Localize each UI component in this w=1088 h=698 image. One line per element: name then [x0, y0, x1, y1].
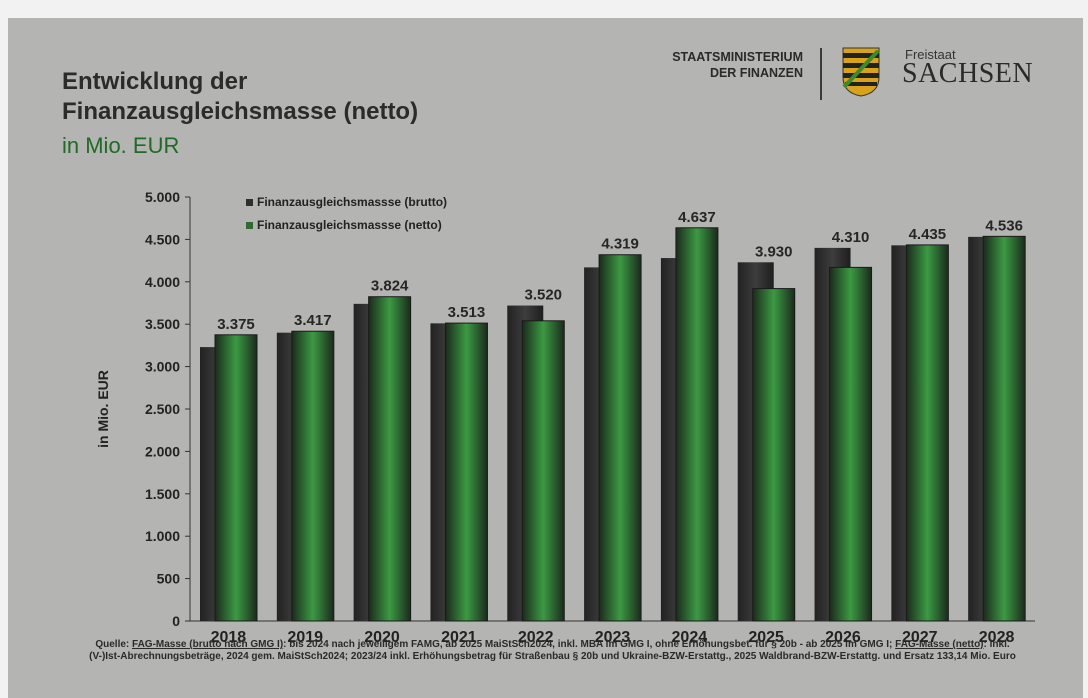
y-tick-label: 5.000 — [145, 189, 180, 205]
chart-subtitle: in Mio. EUR — [62, 133, 180, 158]
legend-swatch — [246, 222, 253, 229]
x-tick-label: 2021 — [441, 629, 477, 646]
x-tick-label: 2024 — [672, 629, 708, 646]
x-tick-label: 2018 — [211, 629, 247, 646]
data-label: 3.513 — [448, 304, 486, 321]
legend: Finanzausgleichsmassse (brutto) Finanzaus… — [246, 195, 447, 232]
data-label: 3.375 — [217, 316, 255, 333]
y-tick-label: 2.500 — [145, 401, 180, 417]
y-tick-label: 3.000 — [145, 359, 180, 375]
y-tick-label: 1.000 — [145, 528, 180, 544]
data-label: 3.417 — [294, 312, 332, 329]
x-tick-label: 2027 — [902, 629, 938, 646]
ministry-name: STAATSMINISTERIUM DER FINANZEN — [570, 49, 803, 81]
data-label: 3.824 — [371, 278, 409, 295]
source-text1: : bis 2024 nach jeweiligem FAMG, ab 2025… — [283, 639, 896, 650]
data-label: 4.637 — [678, 209, 716, 226]
x-tick-label: 2023 — [595, 629, 631, 646]
bar-netto — [982, 235, 1026, 622]
x-tick-label: 2026 — [825, 629, 861, 646]
bar-netto — [368, 296, 412, 622]
data-label: 4.536 — [985, 217, 1023, 234]
bar-netto — [444, 322, 488, 622]
axes: 0 500 1.000 1.500 2.000 2.500 3.000 3.500 4.000 4… — [95, 189, 1035, 646]
legend-label: Finanzausgleichsmassse (brutto) — [257, 195, 447, 209]
x-tick-label: 2025 — [748, 629, 784, 646]
y-tick-label: 4.500 — [145, 231, 180, 247]
ministry-line1: STAATSMINISTERIUM — [672, 50, 803, 64]
x-tick-label: 2020 — [364, 629, 400, 646]
bar-netto — [752, 288, 796, 622]
y-tick-label: 4.000 — [145, 274, 180, 290]
brand-line2: SACHSEN — [902, 58, 1034, 89]
y-tick-label: 0 — [172, 613, 180, 629]
bar-netto — [675, 227, 719, 622]
data-label: 3.930 — [755, 243, 793, 260]
data-label: 3.520 — [524, 287, 562, 304]
x-tick-label: 2022 — [518, 629, 554, 646]
bar-netto — [598, 254, 642, 622]
source-text2: : inkl. (V-)Ist-Abrechnungsbeträge, 2024… — [89, 639, 1016, 662]
source-note: Quelle: FAG-Masse (brutto nach GMG I): b… — [80, 639, 1025, 662]
legend-swatch — [246, 199, 253, 206]
data-label: 4.319 — [601, 236, 639, 253]
y-axis-title: in Mio. EUR — [95, 370, 111, 448]
source-prefix: Quelle: — [95, 639, 133, 650]
chart-title-line2: Finanzausgleichsmasse (netto) — [62, 98, 419, 125]
y-tick-label: 2.000 — [145, 443, 180, 459]
data-labels: 3.375 3.417 3.824 3.513 3.520 4.319 4.637 3.930… — [217, 209, 1023, 333]
bar-netto — [905, 244, 949, 622]
x-tick-label: 2028 — [979, 629, 1015, 646]
legend-label: Finanzausgleichsmassse (netto) — [257, 218, 442, 232]
bars — [200, 227, 1026, 622]
chart-title-line1: Entwicklung der — [62, 68, 248, 95]
ministry-line2: DER FINANZEN — [709, 66, 803, 80]
y-tick-label: 3.500 — [145, 316, 180, 332]
data-label: 4.310 — [832, 229, 870, 246]
source-fag-brutto-label: FAG-Masse (brutto nach GMG I) — [132, 639, 284, 650]
bar-netto — [291, 330, 335, 622]
data-label: 4.435 — [909, 226, 947, 243]
header-divider — [820, 48, 822, 100]
source-fag-netto-label: FAG-Masse (netto) — [895, 639, 984, 650]
saxony-crest-icon — [842, 47, 880, 97]
bar-netto — [829, 266, 873, 622]
brand-line1: Freistaat — [905, 47, 956, 62]
y-tick-label: 1.500 — [145, 486, 180, 502]
bar-netto — [521, 320, 565, 622]
y-tick-label: 500 — [157, 571, 181, 587]
bar-netto — [214, 334, 258, 622]
x-tick-label: 2019 — [287, 629, 323, 646]
